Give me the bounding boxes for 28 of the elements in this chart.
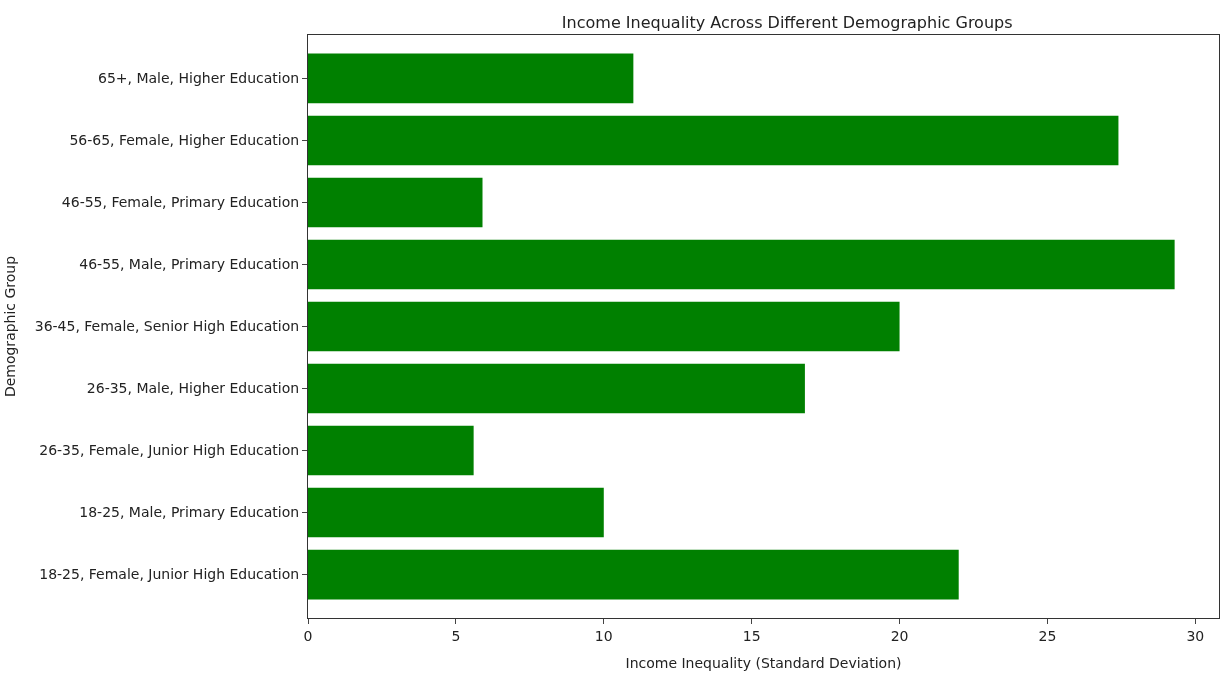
bar [308, 549, 959, 600]
x-tick-label: 20 [890, 627, 909, 644]
x-tick-label: 5 [451, 627, 461, 644]
y-tick-label: 26-35, Male, Higher Education [86, 380, 300, 397]
y-tick-label: 26-35, Female, Junior High Education [39, 442, 300, 459]
y-tick-label: 18-25, Male, Primary Education [79, 504, 300, 521]
bar [308, 53, 634, 104]
chart-title: Income Inequality Across Different Demographic Groups [561, 13, 1013, 33]
y-tick-label: 56-65, Female, Higher Education [69, 132, 300, 149]
x-axis-title: Income Inequality (Standard Deviation) [625, 655, 902, 672]
y-tick-label: 36-45, Female, Senior High Education [34, 318, 300, 335]
y-axis-title: Demographic Group [2, 255, 19, 398]
y-tick-label: 65+, Male, Higher Education [98, 70, 300, 87]
bar [308, 487, 604, 538]
y-tick-label: 46-55, Male, Primary Education [79, 256, 300, 273]
bar [308, 425, 474, 476]
x-tick-label: 10 [594, 627, 613, 644]
bar [308, 115, 1119, 166]
bar [308, 301, 900, 352]
x-tick-label: 30 [1186, 627, 1205, 644]
bar [308, 239, 1175, 290]
x-tick-label: 25 [1038, 627, 1057, 644]
y-tick-label: 18-25, Female, Junior High Education [39, 566, 300, 583]
bar [308, 363, 805, 414]
x-tick-label: 0 [303, 627, 313, 644]
bar [308, 177, 483, 228]
y-tick-label: 46-55, Female, Primary Education [61, 194, 300, 211]
x-tick-label: 15 [742, 627, 761, 644]
